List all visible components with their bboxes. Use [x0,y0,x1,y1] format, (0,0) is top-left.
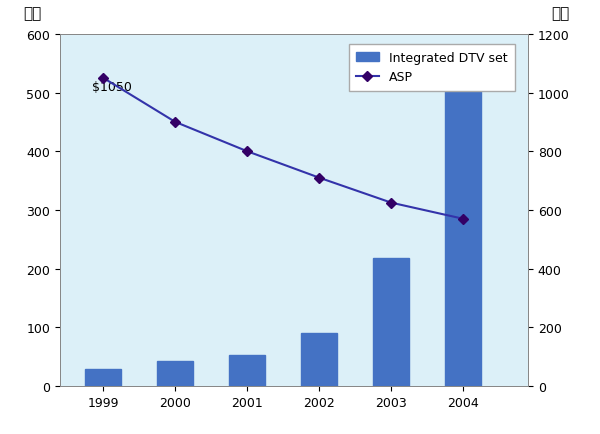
Text: 美元: 美元 [551,6,570,21]
Text: 千台: 千台 [23,6,41,21]
Bar [85,369,121,386]
Bar [373,259,409,386]
Legend: Integrated DTV set, ASP: Integrated DTV set, ASP [349,44,515,92]
Bar [229,355,265,386]
Bar [301,333,337,386]
Bar [445,51,481,386]
Bar [157,362,193,386]
Text: $1050: $1050 [92,80,132,93]
